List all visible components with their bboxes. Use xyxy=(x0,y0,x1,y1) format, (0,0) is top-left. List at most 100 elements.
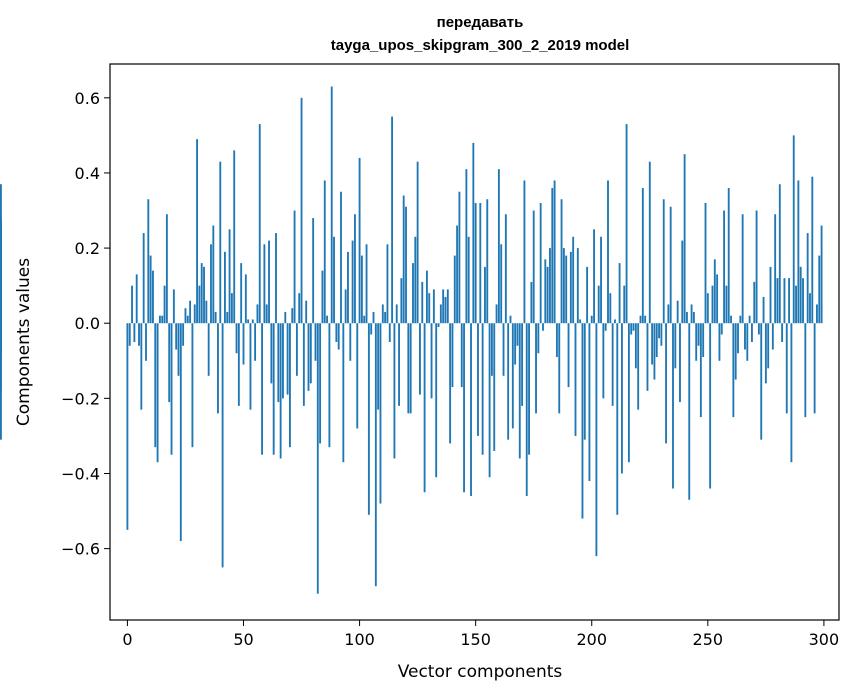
x-axis-ticks: 0 50 100 150 200 250 300 xyxy=(122,620,839,649)
bar xyxy=(490,323,493,376)
bar xyxy=(516,323,519,346)
bar xyxy=(400,278,403,324)
x-tick-label: 250 xyxy=(693,630,724,649)
bar xyxy=(549,248,551,324)
bar xyxy=(242,323,245,365)
bar xyxy=(518,323,521,459)
bar xyxy=(398,323,400,406)
bar xyxy=(214,311,217,324)
bar xyxy=(233,150,236,324)
bar xyxy=(235,323,238,354)
bar xyxy=(816,304,818,324)
bar xyxy=(502,323,505,376)
bar xyxy=(330,86,333,324)
bar xyxy=(542,323,544,331)
bar xyxy=(723,210,726,324)
bar xyxy=(764,323,767,384)
bar xyxy=(210,244,212,324)
bar xyxy=(270,323,273,384)
bar xyxy=(769,266,772,324)
bar xyxy=(367,323,370,515)
bar xyxy=(611,323,614,406)
bar xyxy=(342,323,345,463)
bar xyxy=(795,285,797,324)
bar xyxy=(586,266,589,324)
bar xyxy=(607,180,609,324)
bar xyxy=(152,270,154,324)
bar xyxy=(307,323,310,391)
bar xyxy=(217,323,219,414)
bar xyxy=(544,259,547,324)
bar xyxy=(312,218,315,324)
bar xyxy=(291,308,294,324)
bar xyxy=(574,323,577,436)
bar xyxy=(384,311,387,324)
bar xyxy=(781,323,784,342)
bar xyxy=(665,323,667,444)
bar xyxy=(660,323,663,346)
bar xyxy=(614,319,616,324)
bar xyxy=(149,255,152,324)
bar xyxy=(349,323,352,361)
bar xyxy=(523,180,526,324)
bar xyxy=(488,323,491,478)
bar xyxy=(783,278,786,324)
bar xyxy=(799,266,802,324)
bar xyxy=(562,248,565,324)
bar xyxy=(372,311,375,324)
bar xyxy=(128,323,131,346)
bar xyxy=(746,323,749,361)
bar xyxy=(632,323,635,331)
bar xyxy=(771,323,774,350)
bar xyxy=(126,323,129,530)
bar xyxy=(681,240,684,324)
bar xyxy=(133,323,136,342)
plot-frame xyxy=(109,63,840,621)
bar xyxy=(284,311,287,324)
bar xyxy=(419,323,421,395)
bar xyxy=(381,304,384,324)
bar xyxy=(228,229,231,324)
bar xyxy=(757,323,760,335)
bar xyxy=(409,323,412,414)
bar xyxy=(335,323,338,342)
bar xyxy=(658,323,660,339)
bar xyxy=(247,319,250,324)
bar xyxy=(154,323,157,448)
bar xyxy=(439,304,442,324)
bar xyxy=(407,323,410,414)
bar xyxy=(558,323,561,414)
bar xyxy=(553,180,556,324)
bar xyxy=(460,323,463,388)
bar xyxy=(809,293,811,324)
bar xyxy=(219,161,222,324)
bar xyxy=(203,266,205,324)
bar xyxy=(177,323,180,376)
bar xyxy=(725,285,728,324)
bar xyxy=(463,323,465,493)
bar xyxy=(275,233,277,324)
bar xyxy=(790,323,793,463)
bar xyxy=(493,323,496,451)
bar xyxy=(244,274,247,324)
bar xyxy=(762,296,765,324)
y-axis-ticks: −0.6 −0.4 −0.2 0.0 0.2 0.4 0.6 xyxy=(61,89,110,559)
bar xyxy=(653,323,656,380)
bar xyxy=(200,263,203,324)
bar xyxy=(686,311,688,324)
bar xyxy=(379,323,382,504)
bar xyxy=(363,315,366,324)
y-tick-label: −0.2 xyxy=(61,389,100,408)
y-tick-label: 0.2 xyxy=(75,239,100,258)
bar xyxy=(676,300,679,324)
bar xyxy=(314,323,317,361)
bar xyxy=(792,135,795,324)
bar xyxy=(576,248,579,324)
bar xyxy=(590,315,593,324)
bar xyxy=(175,323,178,350)
bar xyxy=(748,315,751,324)
bar xyxy=(347,251,349,324)
bar xyxy=(135,274,138,324)
bar xyxy=(212,225,215,324)
bar xyxy=(774,214,777,324)
